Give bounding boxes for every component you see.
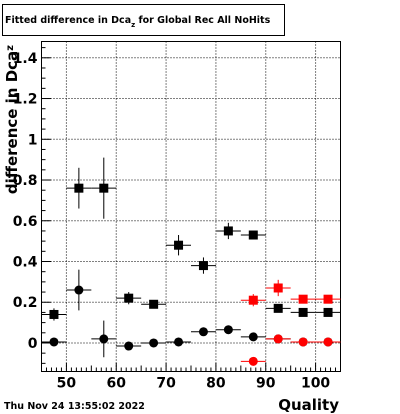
y-tick-label: 1 — [28, 132, 38, 148]
data-point-circle — [74, 285, 84, 295]
y-tick-label: 0.6 — [13, 214, 38, 230]
data-point-circle — [273, 334, 283, 344]
data-point-square — [298, 307, 308, 317]
data-point-square — [323, 294, 333, 304]
data-point-square — [273, 283, 283, 293]
y-tick-label: 1.4 — [13, 51, 38, 67]
data-point-circle — [124, 341, 134, 351]
plot-frame — [41, 41, 341, 372]
data-point-square — [124, 293, 134, 303]
chart-title-suffix: for Global Rec All NoHits — [135, 15, 270, 26]
data-point-circle — [248, 356, 258, 366]
data-point-square — [248, 295, 258, 305]
data-point-square — [323, 307, 333, 317]
data-point-circle — [174, 337, 184, 347]
data-point-circle — [49, 337, 59, 347]
data-point-square — [223, 226, 233, 236]
chart-title-subscript: z — [131, 21, 135, 29]
data-point-circle — [223, 325, 233, 335]
data-point-circle — [198, 327, 208, 337]
data-point-circle — [298, 337, 308, 347]
series-0 — [41, 157, 341, 321]
x-tick-label: 80 — [206, 376, 226, 392]
y-axis-label-subscript: z — [5, 45, 16, 51]
data-point-circle — [248, 332, 258, 342]
series-3 — [240, 334, 341, 366]
data-point-square — [49, 309, 59, 319]
x-tick-label: 70 — [156, 376, 176, 392]
timestamp: Thu Nov 24 13:55:02 2022 — [4, 401, 145, 412]
chart-title-main: Fitted difference in Dca — [5, 15, 131, 26]
data-point-square — [273, 303, 283, 313]
x-tick-label: 100 — [301, 376, 330, 392]
data-point-square — [248, 230, 258, 240]
x-tick-label: 90 — [256, 376, 276, 392]
title-box — [2, 4, 285, 36]
data-point-circle — [149, 338, 159, 348]
y-axis-label-main: difference in Dca — [3, 51, 21, 194]
axis-ticks: 50 60 70 80 90 100 0 0.2 0.4 0.6 0.8 1 1.2 1.4 — [13, 47, 337, 392]
y-tick-label: 0 — [28, 336, 38, 352]
x-tick-label: 60 — [107, 376, 127, 392]
y-tick-label: 0.4 — [13, 255, 38, 271]
data-point-square — [99, 183, 109, 193]
x-tick-label: 50 — [57, 376, 77, 392]
y-tick-label: 0.2 — [13, 295, 38, 311]
series-2 — [240, 279, 341, 307]
data-point-square — [149, 299, 159, 309]
data-point-square — [298, 294, 308, 304]
data-point-circle — [99, 334, 109, 344]
y-tick-label: 1.2 — [13, 92, 38, 108]
data-point-square — [74, 183, 84, 193]
data-point-square — [174, 240, 184, 250]
chart-title: Fitted difference in Dcaz for Global Rec… — [5, 15, 271, 29]
y-tick-label: 0.8 — [13, 173, 38, 189]
grid — [41, 41, 341, 372]
data-point-square — [198, 261, 208, 271]
y-axis-label: difference in Dcaz — [3, 45, 21, 194]
data-series — [41, 157, 341, 366]
data-point-circle — [323, 337, 333, 347]
x-axis-label: Quality — [278, 396, 339, 414]
